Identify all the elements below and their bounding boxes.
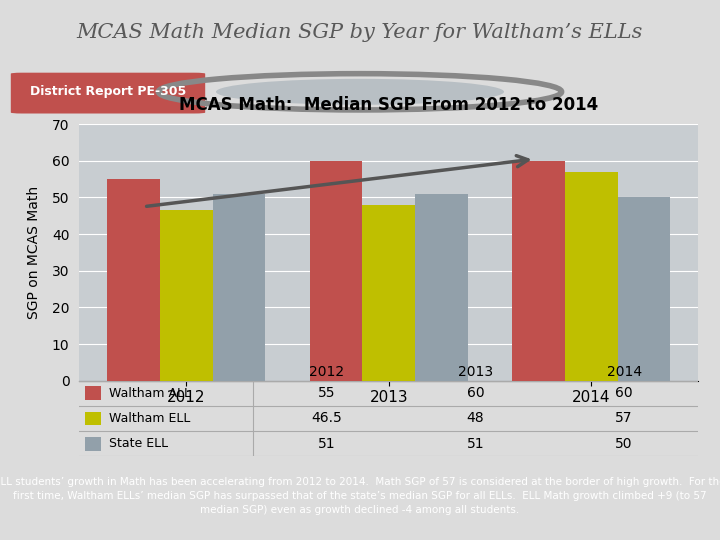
Text: 60: 60 xyxy=(616,386,633,400)
Circle shape xyxy=(216,79,504,105)
Title: MCAS Math:  Median SGP From 2012 to 2014: MCAS Math: Median SGP From 2012 to 2014 xyxy=(179,96,598,114)
Text: 2014: 2014 xyxy=(606,364,642,379)
Text: 55: 55 xyxy=(318,386,336,400)
Text: Waltham ALL: Waltham ALL xyxy=(109,387,191,400)
Text: ELL students’ growth in Math has been accelerating from 2012 to 2014.  Math SGP : ELL students’ growth in Math has been ac… xyxy=(0,477,720,516)
Text: 51: 51 xyxy=(467,437,485,451)
Bar xyxy=(212,194,265,381)
Text: District Report PE-305: District Report PE-305 xyxy=(30,85,186,98)
Bar xyxy=(86,411,101,426)
Bar xyxy=(310,161,362,381)
Bar xyxy=(618,198,670,381)
Bar xyxy=(160,210,212,381)
Text: 2013: 2013 xyxy=(458,364,493,379)
Bar xyxy=(107,179,160,381)
Bar xyxy=(86,387,101,400)
Bar xyxy=(86,437,101,450)
Text: 48: 48 xyxy=(467,411,485,426)
Bar xyxy=(415,194,468,381)
Text: 57: 57 xyxy=(616,411,633,426)
Text: 46.5: 46.5 xyxy=(312,411,342,426)
Bar xyxy=(513,161,565,381)
Text: 51: 51 xyxy=(318,437,336,451)
Bar xyxy=(362,205,415,381)
Text: State ELL: State ELL xyxy=(109,437,168,450)
Text: 60: 60 xyxy=(467,386,485,400)
Text: MCAS Math Median SGP by Year for Waltham’s ELLs: MCAS Math Median SGP by Year for Waltham… xyxy=(77,23,643,42)
Text: 50: 50 xyxy=(616,437,633,451)
Text: Waltham ELL: Waltham ELL xyxy=(109,412,190,425)
Y-axis label: SGP on MCAS Math: SGP on MCAS Math xyxy=(27,186,41,319)
Bar xyxy=(565,172,618,381)
FancyBboxPatch shape xyxy=(11,73,205,113)
Text: 2012: 2012 xyxy=(310,364,344,379)
